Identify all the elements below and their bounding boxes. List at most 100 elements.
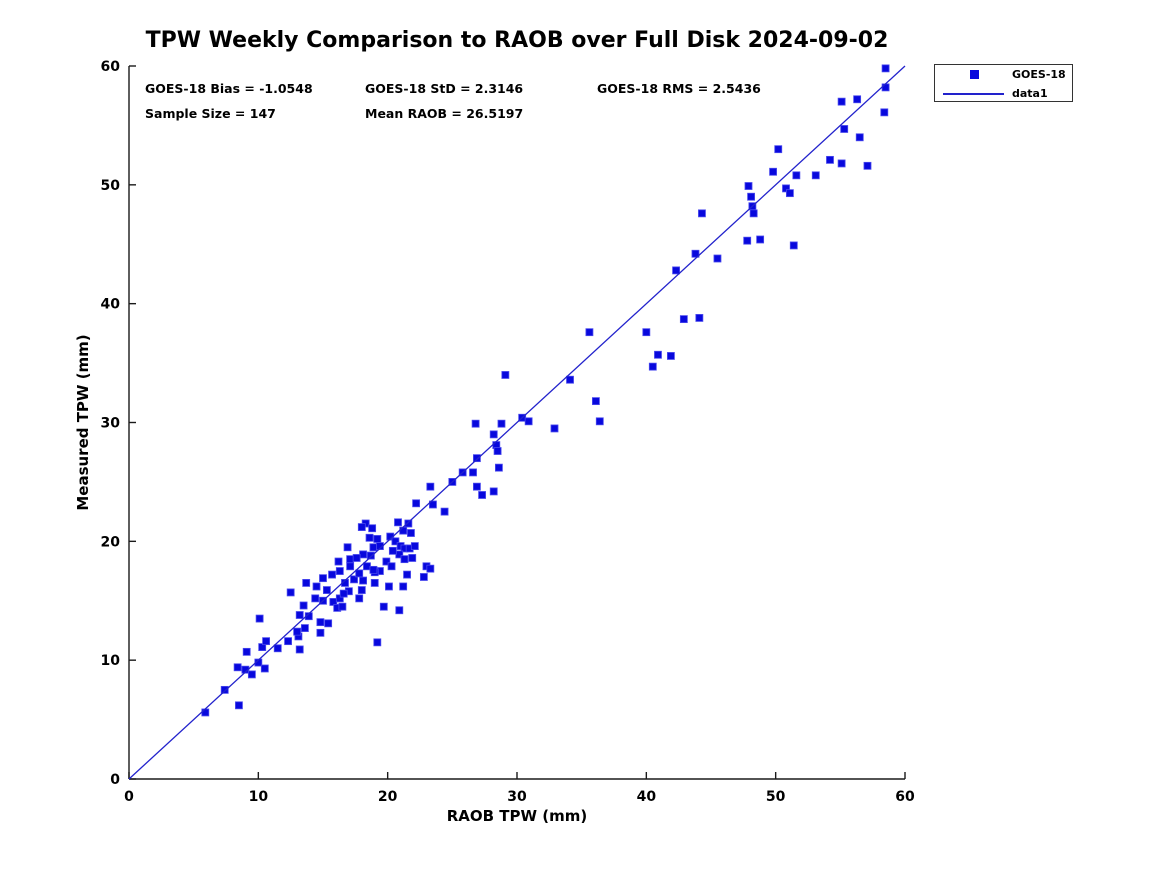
data-point-marker	[410, 542, 419, 550]
data-point-marker	[419, 573, 428, 581]
stat-mean-raob: Mean RAOB = 26.5197	[365, 106, 524, 121]
data-point-marker	[312, 582, 321, 591]
data-point-marker	[792, 171, 801, 180]
data-point-marker	[695, 314, 704, 322]
data-point-marker	[373, 535, 382, 543]
data-point-marker	[749, 209, 758, 218]
data-point-marker	[394, 518, 402, 527]
y-tick-label: 0	[110, 772, 120, 788]
legend-line-sample-icon	[943, 93, 1004, 95]
x-tick-label: 30	[507, 789, 527, 805]
data-point-marker	[585, 328, 594, 337]
data-point-marker	[473, 482, 481, 491]
data-point-marker	[295, 645, 304, 654]
data-point-marker	[255, 614, 264, 623]
data-point-marker	[478, 491, 486, 499]
data-point-marker	[407, 529, 415, 537]
data-point-marker	[412, 499, 421, 508]
data-point-marker	[359, 576, 367, 585]
data-point-marker	[811, 171, 820, 180]
y-axis-label: Measured TPW (mm)	[74, 334, 92, 510]
data-point-marker	[648, 362, 657, 371]
stat-rms: GOES-18 RMS = 2.5436	[597, 81, 761, 96]
legend-label-goes18: GOES-18	[1012, 68, 1066, 81]
data-point-marker	[369, 543, 378, 552]
data-point-marker	[880, 108, 889, 117]
data-point-marker	[286, 588, 295, 597]
data-point-marker	[566, 375, 574, 384]
data-point-marker	[774, 145, 783, 154]
data-point-marker	[370, 579, 379, 587]
data-point-marker	[756, 235, 765, 244]
x-tick-label: 0	[124, 789, 134, 805]
data-point-marker	[385, 582, 393, 591]
data-point-marker	[881, 64, 890, 73]
data-point-marker	[262, 637, 270, 646]
data-point-marker	[335, 567, 344, 575]
data-point-marker	[366, 551, 375, 560]
data-point-marker	[299, 601, 308, 610]
data-point-marker	[837, 97, 846, 106]
data-point-marker	[369, 565, 378, 574]
data-point-marker	[355, 594, 364, 603]
data-point-marker	[698, 209, 706, 218]
x-tick-label: 50	[766, 789, 786, 805]
legend-row-goes18: GOES-18	[935, 65, 1072, 84]
data-point-marker	[247, 670, 256, 679]
data-point-marker	[550, 424, 559, 433]
data-point-marker	[691, 249, 700, 258]
data-point-marker	[363, 562, 371, 571]
data-point-marker	[489, 487, 498, 496]
stat-bias: GOES-18 Bias = -1.0548	[145, 81, 313, 96]
data-point-marker	[368, 524, 377, 533]
data-point-marker	[826, 155, 834, 164]
data-point-marker	[855, 133, 864, 142]
data-point-marker	[260, 664, 269, 673]
data-point-marker	[382, 557, 391, 566]
data-point-marker	[429, 500, 437, 509]
data-point-marker	[404, 519, 413, 528]
data-point-marker	[339, 589, 348, 598]
data-point-marker	[379, 602, 388, 611]
data-point-marker	[679, 315, 688, 324]
data-point-marker	[881, 83, 890, 92]
data-point-marker	[395, 606, 404, 615]
data-point-marker	[201, 708, 210, 717]
identity-line	[128, 65, 906, 780]
x-tick-label: 40	[637, 789, 657, 805]
data-point-marker	[591, 397, 600, 406]
data-point-marker	[273, 644, 282, 653]
y-tick-label: 40	[101, 297, 121, 313]
data-point-marker	[373, 638, 382, 647]
stat-std: GOES-18 StD = 2.3146	[365, 81, 524, 96]
data-point-marker	[403, 570, 411, 579]
data-point-marker	[654, 350, 662, 359]
data-point-marker	[400, 555, 409, 564]
data-point-marker	[365, 533, 374, 542]
data-point-marker	[302, 579, 311, 587]
data-point-marker	[352, 554, 361, 562]
data-point-marker	[319, 574, 327, 583]
legend-square-marker-icon	[970, 70, 979, 79]
data-point-marker	[233, 663, 242, 672]
data-point-marker	[744, 182, 753, 190]
data-point-marker	[493, 447, 502, 455]
data-point-marker	[300, 624, 309, 632]
x-axis-label: RAOB TPW (mm)	[447, 807, 588, 825]
data-point-marker	[242, 647, 251, 656]
y-tick-label: 50	[101, 178, 121, 194]
data-point-marker	[769, 167, 777, 176]
legend-box: GOES-18 data1	[934, 64, 1073, 102]
data-point-marker	[497, 419, 506, 428]
data-point-marker	[322, 586, 331, 594]
data-point-marker	[494, 463, 503, 472]
data-point-marker	[284, 637, 292, 646]
data-point-marker	[469, 468, 477, 477]
data-point-marker	[316, 618, 325, 627]
data-point-marker	[357, 586, 366, 594]
data-point-marker	[350, 575, 358, 584]
data-point-marker	[220, 685, 229, 694]
data-point-marker	[311, 594, 320, 603]
data-point-marker	[293, 627, 302, 636]
